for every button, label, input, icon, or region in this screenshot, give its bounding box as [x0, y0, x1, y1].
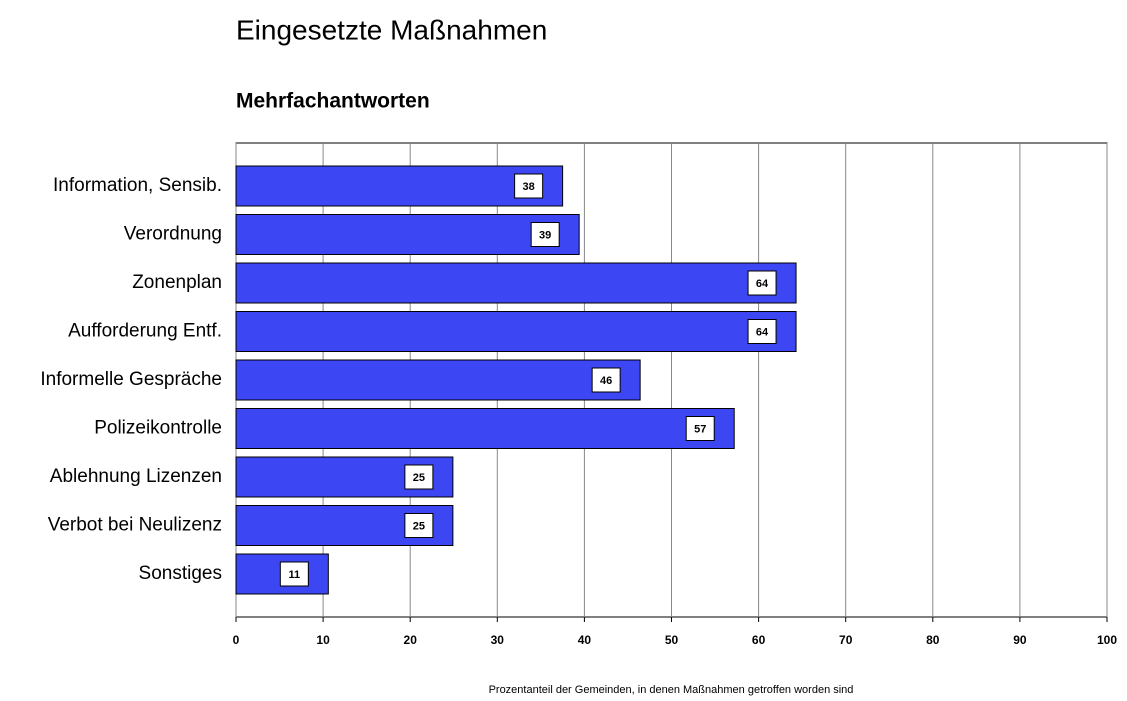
x-tick-label: 80 [926, 633, 940, 647]
value-label-box [685, 416, 715, 441]
bar [235, 214, 580, 255]
value-label-box [404, 513, 434, 538]
value-label: 11 [289, 569, 301, 581]
value-label: 25 [413, 472, 425, 484]
x-tick-label: 20 [404, 633, 418, 647]
value-label-box [747, 319, 777, 344]
x-tick-label: 50 [665, 633, 679, 647]
x-tick-label: 30 [491, 633, 505, 647]
bar [235, 408, 735, 449]
y-tick-label: Zonenplan [132, 272, 222, 293]
chart-title: Eingesetzte Maßnahmen [236, 14, 547, 45]
x-tick-label: 40 [578, 633, 592, 647]
x-axis-label: Prozentanteil der Gemeinden, in denen Ma… [489, 684, 854, 696]
y-tick-label: Information, Sensib. [53, 175, 222, 196]
value-label: 39 [539, 229, 551, 241]
value-label-box [514, 173, 544, 199]
x-tick-label: 0 [233, 633, 240, 647]
value-label: 64 [756, 278, 769, 290]
value-label-box [404, 464, 434, 490]
y-tick-label: Aufforderung Entf. [68, 321, 222, 342]
bar [235, 262, 797, 304]
x-tick-label: 60 [752, 633, 766, 647]
bar [235, 165, 564, 207]
value-label: 25 [413, 520, 425, 532]
x-tick-label: 90 [1013, 633, 1027, 647]
chart-subtitle: Mehrfachantworten [236, 90, 430, 113]
x-tick-label: 10 [316, 633, 330, 647]
value-label: 64 [756, 326, 769, 338]
y-tick-label: Polizeikontrolle [94, 418, 222, 439]
value-label: 38 [523, 181, 535, 193]
value-label-box [279, 561, 309, 587]
x-tick-label: 100 [1097, 633, 1117, 647]
value-label: 57 [694, 423, 706, 435]
y-tick-label: Informelle Gespräche [40, 369, 222, 390]
value-label-box [530, 222, 560, 247]
value-label-box [747, 270, 777, 296]
y-tick-label: Verbot bei Neulizenz [48, 515, 222, 536]
value-label: 46 [600, 375, 612, 387]
y-tick-label: Ablehnung Lizenzen [50, 466, 222, 487]
value-label-box [591, 367, 621, 393]
y-tick-label: Verordnung [124, 224, 222, 245]
bar [235, 311, 797, 352]
bar [235, 359, 641, 401]
x-tick-label: 70 [839, 633, 853, 647]
y-tick-label: Sonstiges [139, 563, 222, 584]
